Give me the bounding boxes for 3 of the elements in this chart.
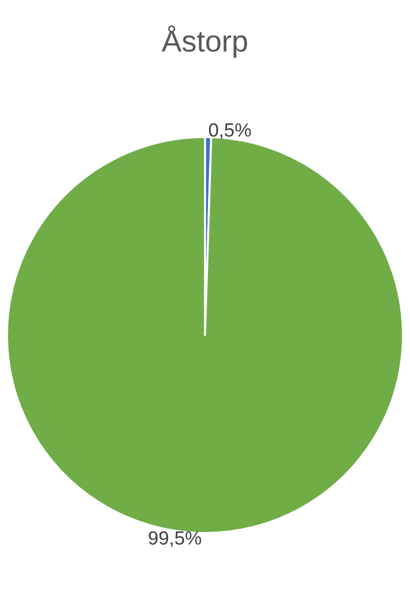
data-label: 0,5%	[208, 120, 252, 142]
data-label: 99,5%	[148, 528, 202, 550]
chart-title: Åstorp	[162, 24, 248, 58]
